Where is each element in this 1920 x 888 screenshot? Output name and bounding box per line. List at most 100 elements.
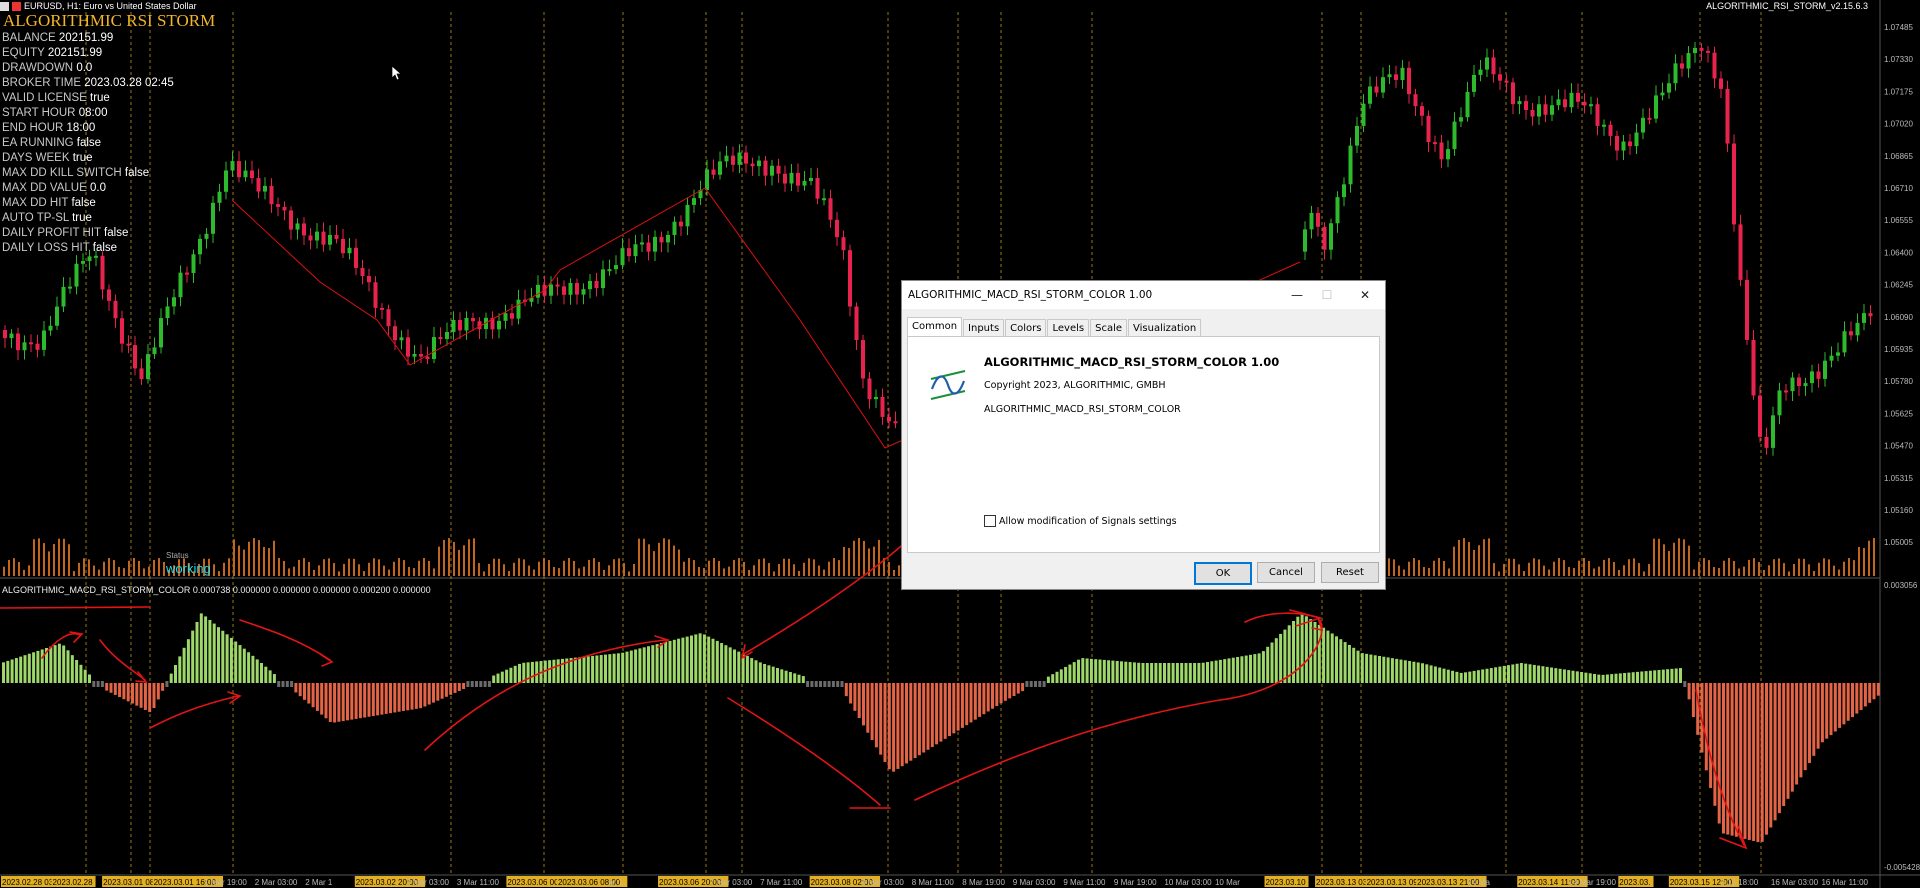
histogram-bar-bull [1425, 664, 1429, 683]
time-label-bg [1668, 876, 1740, 887]
volume-bar [673, 545, 675, 576]
volume-bar [668, 539, 670, 576]
histogram-bar-bull [242, 648, 246, 683]
tab-colors[interactable]: Colors [1005, 319, 1047, 337]
histogram-bar-bull [1408, 661, 1412, 683]
volume-bar [848, 548, 850, 576]
histogram-bar-bear [1829, 683, 1833, 736]
volume-bar [813, 559, 815, 576]
volume-bar [128, 560, 130, 576]
volume-bar [1718, 568, 1720, 576]
volume-bar [323, 559, 325, 576]
candle-body [393, 326, 397, 341]
volume-bar [1773, 559, 1775, 576]
tab-levels[interactable]: Levels [1047, 319, 1090, 337]
histogram-bar-bull [715, 640, 719, 683]
time-label-bg [658, 876, 729, 887]
histogram-bar-bear [1743, 683, 1747, 839]
volume-bar [263, 546, 265, 576]
candle-body [347, 247, 352, 254]
checkbox-box[interactable] [984, 515, 996, 527]
volume-bar [743, 561, 745, 576]
volume-bar [433, 568, 435, 576]
histogram-bar-bull [272, 674, 276, 683]
candle-body [744, 152, 748, 164]
histogram-bar-bull [1352, 647, 1356, 683]
candle-body [1309, 212, 1314, 230]
volume-bar [793, 564, 795, 576]
volume-bar [1488, 538, 1490, 576]
volume-bar [883, 558, 885, 576]
candle-body [497, 320, 501, 330]
histogram-bar-bull [1261, 651, 1265, 683]
tab-visualization[interactable]: Visualization [1128, 319, 1202, 337]
candle-body [22, 342, 27, 351]
volume-bar [428, 560, 430, 576]
volume-bar [1483, 539, 1485, 576]
histogram-bar-bull [1575, 671, 1579, 683]
dialog-title: ALGORITHMIC_MACD_RSI_STORM_COLOR 1.00 [908, 289, 1153, 301]
histogram-bar-bull [608, 654, 612, 683]
histogram-bar-neutral [470, 681, 474, 687]
stat-row: DAILY PROFIT HIT false [2, 226, 174, 241]
histogram-bar-bull [509, 667, 513, 683]
candle-body [789, 172, 794, 184]
histogram-bar-bull [1618, 673, 1622, 683]
volume-bar [1713, 567, 1715, 576]
volume-bar [473, 538, 475, 576]
histogram-bar-bull [32, 652, 36, 683]
minimize-icon[interactable]: — [1291, 288, 1303, 302]
candle-body [1407, 67, 1411, 95]
histogram-bar-bear [982, 683, 986, 715]
ok-button[interactable]: OK [1194, 562, 1252, 585]
cancel-button[interactable]: Cancel [1257, 562, 1315, 583]
volume-bar [1828, 559, 1830, 576]
histogram-bar-bear [922, 683, 926, 753]
candle-body [308, 235, 313, 241]
candle-body [464, 318, 469, 331]
histogram-bar-bull [1360, 653, 1364, 683]
volume-bar [648, 544, 650, 576]
candle-body [601, 269, 605, 289]
tab-inputs[interactable]: Inputs [963, 319, 1005, 337]
close-icon[interactable]: ✕ [1359, 288, 1371, 302]
histogram-bar-bull [788, 672, 792, 683]
histogram-bar-bear [315, 683, 319, 711]
volume-bar [698, 566, 700, 576]
candle-body [1563, 99, 1567, 108]
histogram-bar-bull [690, 635, 693, 683]
volume-bar [1653, 538, 1655, 576]
tab-scale[interactable]: Scale [1090, 319, 1127, 337]
candle-body [1836, 352, 1840, 356]
volume-bar [748, 569, 750, 576]
histogram-bar-bull [1098, 659, 1102, 683]
volume-bar [253, 538, 255, 576]
time-tick-label: 8 Mar 11:00 [912, 878, 955, 887]
candle-body [321, 231, 326, 245]
histogram-bar-bull [634, 649, 638, 683]
candle-body [1849, 331, 1853, 336]
candle-body [419, 353, 423, 357]
histogram-bar-bull [1438, 667, 1442, 683]
hand-annotation [424, 639, 666, 751]
histogram-bar-bear [939, 683, 943, 742]
histogram-bar-bull [1141, 663, 1145, 683]
volume-bar [153, 559, 155, 576]
histogram-bar-bear [1760, 683, 1764, 842]
maximize-icon[interactable]: ☐ [1321, 288, 1333, 302]
candle-body [276, 204, 280, 207]
stat-row: START HOUR 08:00 [2, 106, 174, 121]
candle-body [165, 306, 170, 319]
reset-button[interactable]: Reset [1321, 562, 1379, 583]
volume-bar [1823, 558, 1825, 576]
volume-bar [1563, 560, 1565, 576]
candle-body [1374, 86, 1379, 93]
histogram-bar-bear [926, 683, 930, 750]
histogram-bar-neutral [1683, 681, 1687, 687]
volume-bar [463, 545, 465, 576]
tab-common[interactable]: Common [907, 317, 963, 337]
allow-modification-checkbox[interactable]: Allow modification of Signals settings [984, 515, 1177, 527]
histogram-bar-bear [427, 683, 431, 705]
stats-panel: BALANCE 202151.99 EQUITY 202151.99 DRAWDOW… [2, 31, 174, 256]
